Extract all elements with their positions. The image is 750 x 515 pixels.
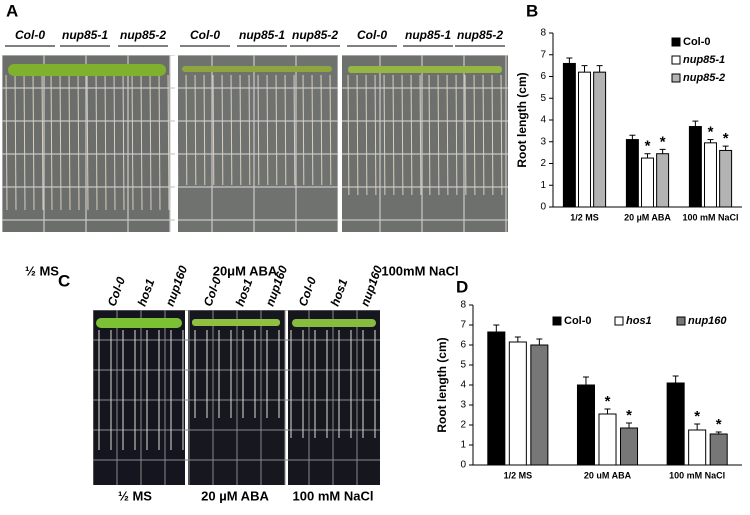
y-tick-label: 5 bbox=[540, 93, 546, 104]
y-tick-label: 8 bbox=[460, 300, 466, 311]
genotype-label: Col-0 bbox=[15, 28, 45, 42]
bar bbox=[620, 427, 639, 466]
legend-swatch bbox=[671, 55, 681, 65]
treatment-label: 20 µM ABA bbox=[201, 488, 269, 503]
x-tick-label: 100 mM NaCl bbox=[682, 212, 738, 222]
y-tick-label: 5 bbox=[460, 360, 466, 371]
genotype-label: hos1 bbox=[233, 277, 256, 308]
legend-swatch bbox=[671, 37, 681, 47]
y-tick-label: 2 bbox=[460, 420, 466, 431]
y-tick-label: 3 bbox=[460, 400, 466, 411]
photo-c bbox=[93, 310, 380, 485]
y-tick-label: 6 bbox=[540, 71, 546, 82]
genotype-label: nup85-2 bbox=[292, 28, 338, 42]
panel-label: B bbox=[526, 1, 538, 20]
y-axis-title: Root length (cm) bbox=[515, 72, 529, 167]
bar bbox=[487, 331, 506, 466]
genotype-label: nup85-1 bbox=[62, 28, 108, 42]
bar-chart: 0 1 2 3 4 5 6 7 8 Root length (cm) 1/2 MS 20 µM ABA… bbox=[515, 28, 742, 222]
y-tick-label: 8 bbox=[540, 28, 546, 39]
genotype-label: hos1 bbox=[328, 277, 351, 308]
significance-mark: * bbox=[626, 407, 632, 424]
y-tick-label: 3 bbox=[540, 136, 546, 147]
y-tick-label: 0 bbox=[540, 202, 546, 213]
legend-swatch bbox=[614, 316, 624, 326]
genotype-label: Col-0 bbox=[357, 28, 387, 42]
bar-chart: 0 1 2 3 4 5 6 7 8 Root length (cm) 1/2 MS 20 uM ABA… bbox=[435, 300, 742, 480]
bar bbox=[562, 62, 576, 208]
significance-mark: * bbox=[708, 124, 714, 141]
bar bbox=[578, 71, 591, 208]
genotype-label: hos1 bbox=[135, 277, 158, 308]
genotype-label: Col-0 bbox=[296, 275, 320, 308]
genotype-label: Col-0 bbox=[190, 28, 220, 42]
genotype-label: Col-0 bbox=[201, 275, 225, 308]
genotype-label: nup85-2 bbox=[120, 28, 166, 42]
legend-label: nup85-2 bbox=[683, 72, 725, 84]
treatment-label: ½ MS bbox=[25, 263, 59, 278]
y-tick-label: 6 bbox=[460, 340, 466, 351]
y-tick-label: 1 bbox=[460, 440, 466, 451]
legend-swatch bbox=[552, 316, 562, 326]
photo-a bbox=[2, 55, 508, 232]
bar bbox=[719, 149, 733, 208]
treatment-label: 100 mM NaCl bbox=[293, 488, 374, 503]
genotype-label: nup160 bbox=[163, 264, 191, 309]
y-tick-label: 4 bbox=[540, 115, 546, 126]
y-tick-label: 7 bbox=[460, 320, 466, 331]
bar bbox=[709, 433, 728, 466]
legend-label: hos1 bbox=[626, 315, 652, 327]
bar bbox=[688, 429, 707, 466]
legend-swatch bbox=[671, 73, 681, 83]
treatment-label: ½ MS bbox=[118, 488, 152, 503]
bar bbox=[593, 71, 607, 208]
significance-mark: * bbox=[660, 133, 666, 150]
legend-swatch bbox=[676, 316, 686, 326]
legend-label: nup160 bbox=[688, 315, 727, 327]
significance-mark: * bbox=[605, 393, 611, 410]
genotype-label: nup85-2 bbox=[457, 28, 503, 42]
bar bbox=[704, 142, 717, 208]
bar bbox=[625, 139, 639, 208]
bar bbox=[688, 126, 702, 208]
bar bbox=[656, 153, 670, 208]
genotype-label: nup85-1 bbox=[405, 28, 451, 42]
bar bbox=[666, 382, 685, 466]
x-tick-label: 20 uM ABA bbox=[584, 470, 632, 480]
y-axis-title: Root length (cm) bbox=[435, 337, 449, 432]
significance-mark: * bbox=[645, 138, 651, 155]
bar bbox=[641, 157, 654, 208]
x-tick-label: 1/2 MS bbox=[570, 212, 599, 222]
y-tick-label: 1 bbox=[540, 180, 546, 191]
legend-label: nup85-1 bbox=[683, 54, 725, 66]
x-tick-label: 100 mM NaCl bbox=[669, 470, 725, 480]
treatment-label: 100mM NaCl bbox=[381, 263, 458, 278]
panel-label: D bbox=[456, 277, 468, 296]
bar bbox=[576, 384, 595, 466]
significance-mark: * bbox=[694, 408, 700, 425]
bar bbox=[530, 344, 549, 466]
genotype-label: Col-0 bbox=[105, 275, 129, 308]
panel-label: A bbox=[6, 1, 18, 20]
genotype-label: nup160 bbox=[358, 264, 386, 309]
genotype-label: nup85-1 bbox=[239, 28, 285, 42]
y-tick-label: 4 bbox=[460, 380, 466, 391]
x-tick-label: 20 µM ABA bbox=[624, 212, 671, 222]
y-tick-label: 7 bbox=[540, 49, 546, 60]
legend-label: Col-0 bbox=[564, 315, 592, 327]
panel-label: C bbox=[58, 271, 70, 290]
y-tick-label: 0 bbox=[460, 460, 466, 471]
y-tick-label: 2 bbox=[540, 158, 546, 169]
x-tick-label: 1/2 MS bbox=[504, 470, 533, 480]
bar bbox=[598, 413, 617, 466]
significance-mark: * bbox=[716, 416, 722, 433]
treatment-label: 20μM ABA bbox=[213, 263, 278, 278]
bar bbox=[508, 341, 527, 466]
significance-mark: * bbox=[723, 130, 729, 147]
legend-label: Col-0 bbox=[683, 36, 711, 48]
